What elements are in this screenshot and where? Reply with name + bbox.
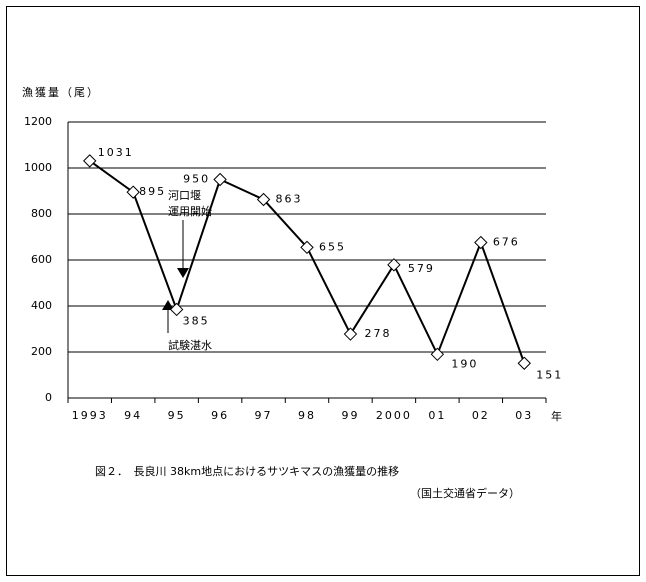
data-label: 655 <box>319 240 346 253</box>
y-axis-label: 漁獲量（尾） <box>22 85 100 99</box>
x-tick-label: 99 <box>341 409 359 422</box>
marker <box>300 240 314 255</box>
y-tick-label: 400 <box>31 299 52 312</box>
y-tick-label: 600 <box>31 253 52 266</box>
x-tick-label: 03 <box>515 409 533 422</box>
y-tick-label: 200 <box>31 345 52 358</box>
x-unit: 年 <box>551 409 562 423</box>
data-label: 1031 <box>98 146 134 159</box>
marker <box>126 185 140 199</box>
marker <box>474 235 488 250</box>
data-label: 863 <box>276 193 303 206</box>
annotation: 運用開始 <box>168 204 212 218</box>
marker <box>169 302 184 317</box>
marker <box>387 258 401 272</box>
marker <box>430 347 445 362</box>
x-tick-label: 2000 <box>376 409 412 422</box>
x-tick-label: 1993 <box>72 409 108 422</box>
x-tick-label: 98 <box>298 409 316 422</box>
data-label: 151 <box>536 368 563 381</box>
x-tick-label: 95 <box>168 409 186 422</box>
y-tick-label: 800 <box>31 207 52 220</box>
marker <box>213 172 227 187</box>
data-label: 278 <box>364 327 391 340</box>
marker <box>517 356 531 370</box>
x-tick-label: 94 <box>124 409 142 422</box>
arrow-head <box>177 268 189 278</box>
x-tick-label: 97 <box>255 409 273 422</box>
annotation: 試験湛水 <box>168 338 212 352</box>
frame <box>6 6 640 576</box>
y-tick-label: 1200 <box>24 115 52 128</box>
data-label: 385 <box>183 314 210 327</box>
y-tick-label: 1000 <box>24 161 52 174</box>
arrow-head <box>162 300 174 310</box>
x-tick-label: 01 <box>428 409 446 422</box>
marker <box>343 327 358 341</box>
data-label: 579 <box>408 262 435 275</box>
x-tick-label: 02 <box>472 409 490 422</box>
marker <box>256 192 271 207</box>
data-label: 190 <box>451 357 478 370</box>
caption: 図２． 長良川 38km地点におけるサツキマスの漁獲量の推移 <box>95 464 399 478</box>
marker <box>83 154 97 168</box>
data-label: 676 <box>493 236 520 249</box>
annotation: 河口堰 <box>168 189 201 202</box>
data-label: 950 <box>183 173 210 186</box>
source: （国土交通省データ） <box>410 486 520 500</box>
y-tick-label: 0 <box>45 391 52 404</box>
x-tick-label: 96 <box>211 409 229 422</box>
data-label: 895 <box>139 185 166 198</box>
